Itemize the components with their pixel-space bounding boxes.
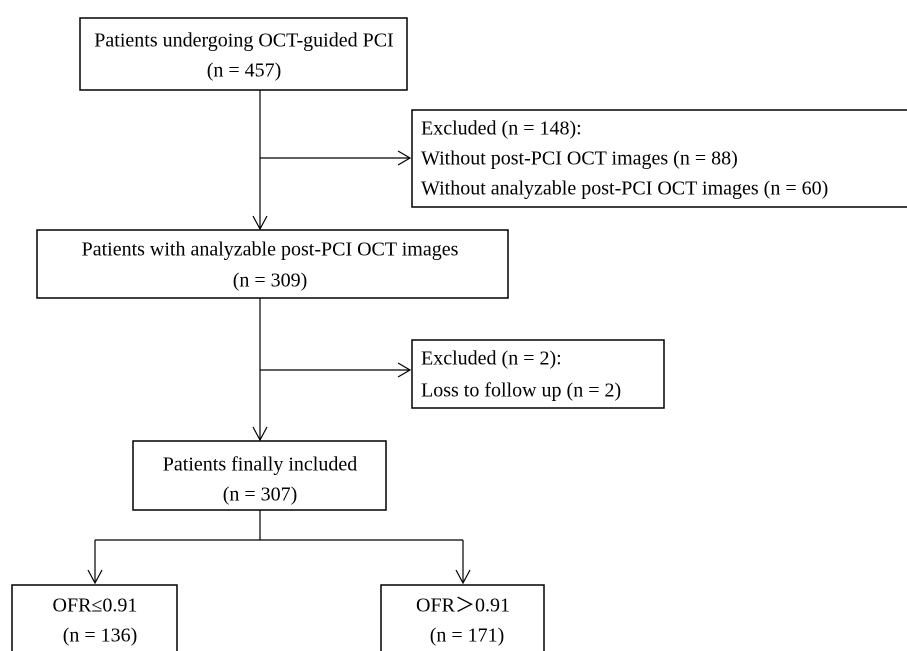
box bbox=[380, 584, 545, 651]
box bbox=[36, 229, 509, 299]
node-excluded-2: Excluded (n = 2): Loss to follow up (n =… bbox=[411, 339, 665, 409]
node-included: Patients finally included (n = 307) bbox=[132, 440, 387, 511]
node-text: Excluded (n = 148): bbox=[421, 118, 582, 140]
node-text: OFR＞0.91 bbox=[416, 595, 510, 617]
box bbox=[79, 17, 408, 91]
node-text: Without post-PCI OCT images (n = 88) bbox=[421, 148, 738, 170]
node-text: Patients undergoing OCT-guided PCI bbox=[94, 30, 393, 52]
node-text: (n = 309) bbox=[233, 270, 308, 292]
node-text: OFR≤0.91 bbox=[53, 595, 138, 617]
box bbox=[11, 584, 178, 651]
node-enrolled: Patients undergoing OCT-guided PCI (n = … bbox=[79, 17, 408, 91]
node-text: Patients finally included bbox=[163, 454, 357, 476]
node-text: Excluded (n = 2): bbox=[421, 348, 562, 370]
node-excluded-1: Excluded (n = 148): Without post-PCI OCT… bbox=[411, 109, 907, 208]
node-text: (n = 457) bbox=[207, 60, 282, 82]
node-text: Loss to follow up (n = 2) bbox=[421, 380, 621, 402]
box bbox=[132, 440, 387, 511]
node-analyzable: Patients with analyzable post-PCI OCT im… bbox=[36, 229, 509, 299]
box bbox=[411, 339, 665, 409]
node-text: (n = 171) bbox=[430, 625, 505, 647]
node-text: Patients with analyzable post-PCI OCT im… bbox=[82, 239, 459, 261]
node-text: Without analyzable post-PCI OCT images (… bbox=[421, 178, 828, 200]
node-ofr-high: OFR＞0.91 (n = 171) bbox=[380, 584, 545, 651]
node-text: (n = 307) bbox=[223, 484, 298, 506]
node-ofr-low: OFR≤0.91 (n = 136) bbox=[11, 584, 178, 651]
node-text: (n = 136) bbox=[63, 625, 138, 647]
box bbox=[411, 109, 907, 208]
connectors bbox=[87, 90, 471, 585]
